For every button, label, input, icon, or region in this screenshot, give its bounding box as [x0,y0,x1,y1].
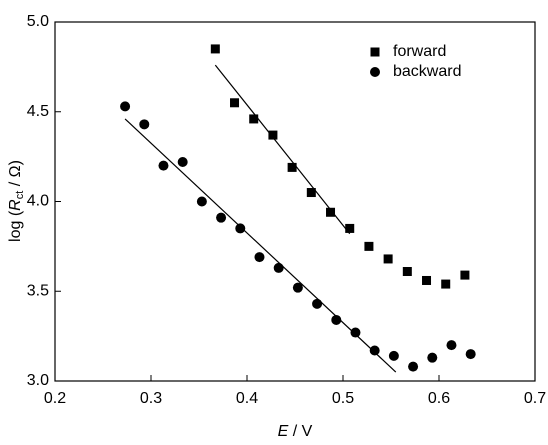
fit-line [124,118,397,373]
y-tick-label: 4.0 [27,193,49,210]
legend-label: backward [393,63,461,80]
data-point [460,270,470,280]
y-axis-label: log (Rct / Ω) [7,160,26,242]
legend-label: forward [393,43,446,60]
y-label-part: ct [14,191,26,200]
data-point [422,275,432,285]
data-point [254,252,265,263]
data-point [139,119,150,130]
data-point [210,44,220,54]
plot-frame [54,21,536,382]
x-tick-label: 0.4 [236,390,258,407]
data-point [364,241,374,251]
x-label-part: E [278,423,289,440]
x-label-part: / V [288,423,312,440]
x-tick-label: 0.3 [140,390,162,407]
data-point [287,162,297,172]
x-tick-label: 0.6 [428,390,450,407]
y-label-part: log ( [7,210,24,242]
data-point [235,223,246,234]
data-point [427,352,438,363]
data-point [306,188,316,198]
data-point [196,196,207,207]
data-point [350,327,361,338]
data-point [292,282,303,293]
data-point [331,314,342,325]
data-point [369,345,380,356]
data-point [388,350,399,361]
data-point [158,160,169,171]
data-point [408,361,419,372]
legend-marker [370,47,380,57]
data-point [383,254,393,264]
data-point [230,98,240,108]
y-tick-label: 4.5 [27,103,49,120]
data-point [216,212,227,223]
y-label-part: R [7,199,24,211]
y-tick-label: 5.0 [27,13,49,30]
data-point [273,262,284,273]
data-point [268,130,278,140]
data-point [441,279,451,289]
legend-marker [370,67,380,77]
data-point [326,207,336,217]
x-tick-label: 0.5 [332,390,354,407]
fit-line [214,64,351,235]
y-label-part: / Ω) [7,160,24,191]
data-point [402,267,412,277]
data-point [177,157,188,168]
data-point [446,340,457,351]
data-point [120,101,131,112]
data-point [345,223,355,233]
data-point [312,298,323,309]
data-point [249,114,259,124]
x-tick-label: 0.7 [524,390,546,407]
x-tick-label: 0.2 [44,390,66,407]
x-axis-label: E / V [278,423,313,440]
y-tick-label: 3.5 [27,282,49,299]
y-tick-label: 3.0 [27,372,49,389]
data-point [465,349,476,360]
